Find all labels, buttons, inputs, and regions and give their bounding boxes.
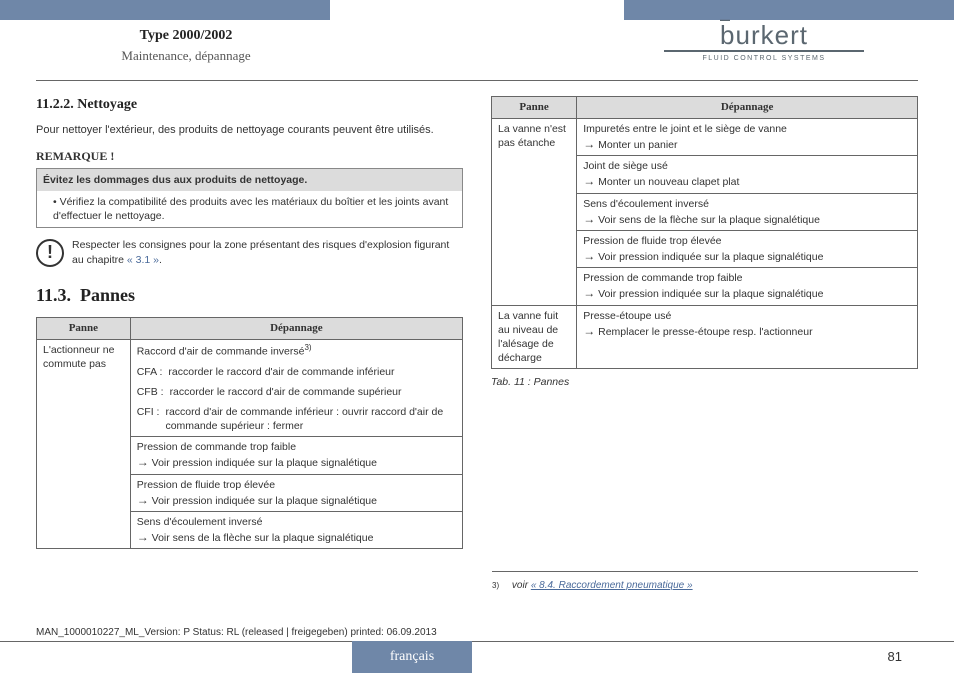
cell-dep: Joint de siège usé → Monter un nouveau c… <box>577 156 918 193</box>
cell-dep: Pression de fluide trop élevée → Voir pr… <box>130 474 462 511</box>
pannes-table-left: Panne Dépannage L'actionneur ne commute … <box>36 317 463 549</box>
cell-dep: CFB :raccorder le raccord d'air de comma… <box>130 382 462 402</box>
brand-name: burkert <box>664 22 864 48</box>
notice-body: Vérifiez la compatibilité des produits a… <box>37 191 462 227</box>
remark-label: REMARQUE ! <box>36 148 463 164</box>
table-caption: Tab. 11 : Pannes <box>491 375 918 389</box>
warning-text: Respecter les consignes pour la zone pré… <box>72 238 463 266</box>
cell-dep: CFA :raccorder le raccord d'air de comma… <box>130 362 462 382</box>
notice-header: Évitez les dommages dus aux produits de … <box>37 169 462 191</box>
brand-rule <box>664 50 864 52</box>
right-column: Panne Dépannage La vanne n'est pas étanc… <box>491 96 918 613</box>
exclamation-icon: ! <box>36 239 64 267</box>
notice-box: Évitez les dommages dus aux produits de … <box>36 168 463 229</box>
th-panne: Panne <box>492 97 577 119</box>
pannes-table-right: Panne Dépannage La vanne n'est pas étanc… <box>491 96 918 369</box>
page-number: 81 <box>888 649 902 664</box>
brand-logo: burkert FLUID CONTROL SYSTEMS <box>664 22 864 62</box>
decor-bar-left <box>0 0 330 20</box>
footnote-rule <box>492 571 918 572</box>
cell-dep: Sens d'écoulement inversé → Voir sens de… <box>577 193 918 230</box>
cell-dep: Pression de fluide trop élevée → Voir pr… <box>577 230 918 267</box>
doc-subtitle: Maintenance, dépannage <box>36 48 336 64</box>
notice-bullet: Vérifiez la compatibilité des produits a… <box>53 195 456 223</box>
cell-dep: Pression de commande trop faible → Voir … <box>577 268 918 305</box>
cell-dep: Impuretés entre le joint et le siège de … <box>577 118 918 155</box>
doc-type: Type 2000/2002 <box>36 28 336 44</box>
decor-bar-right <box>624 0 954 20</box>
section-pannes-heading: 11.3. Pannes <box>36 283 463 307</box>
th-depannage: Dépannage <box>577 97 918 119</box>
cell-dep: Presse-étoupe usé → Remplacer le presse-… <box>577 305 918 369</box>
warning-row: ! Respecter les consignes pour la zone p… <box>36 238 463 266</box>
doc-meta: MAN_1000010227_ML_Version: P Status: RL … <box>36 627 796 638</box>
link-3-1[interactable]: « 3.1 » <box>127 254 159 266</box>
header-rule <box>36 80 918 81</box>
footnote: 3) voir « 8.4. Raccordement pneumatique … <box>492 580 918 591</box>
th-depannage: Dépannage <box>130 318 462 340</box>
cell-dep: Pression de commande trop faible → Voir … <box>130 437 462 474</box>
cell-panne-1: L'actionneur ne commute pas <box>37 339 131 548</box>
language-tab: français <box>352 641 472 673</box>
content-columns: 11.2.2. Nettoyage Pour nettoyer l'extéri… <box>36 96 918 613</box>
cell-panne-g1: La vanne n'est pas étanche <box>492 118 577 305</box>
left-column: 11.2.2. Nettoyage Pour nettoyer l'extéri… <box>36 96 463 613</box>
doc-header: Type 2000/2002 Maintenance, dépannage <box>36 28 336 64</box>
brand-tagline: FLUID CONTROL SYSTEMS <box>664 55 864 62</box>
section-nettoyage-heading: 11.2.2. Nettoyage <box>36 96 463 115</box>
cell-dep: Raccord d'air de commande inversé3) <box>130 339 462 361</box>
cell-panne-g2: La vanne fuit au niveau de l'alésage de … <box>492 305 577 369</box>
cell-dep: CFI :raccord d'air de commande inférieur… <box>130 402 462 437</box>
cell-dep: Sens d'écoulement inversé → Voir sens de… <box>130 512 462 549</box>
footer-bar <box>0 641 954 673</box>
nettoyage-paragraph: Pour nettoyer l'extérieur, des produits … <box>36 123 463 138</box>
th-panne: Panne <box>37 318 131 340</box>
link-8-4[interactable]: « 8.4. Raccordement pneumatique » <box>531 580 693 591</box>
